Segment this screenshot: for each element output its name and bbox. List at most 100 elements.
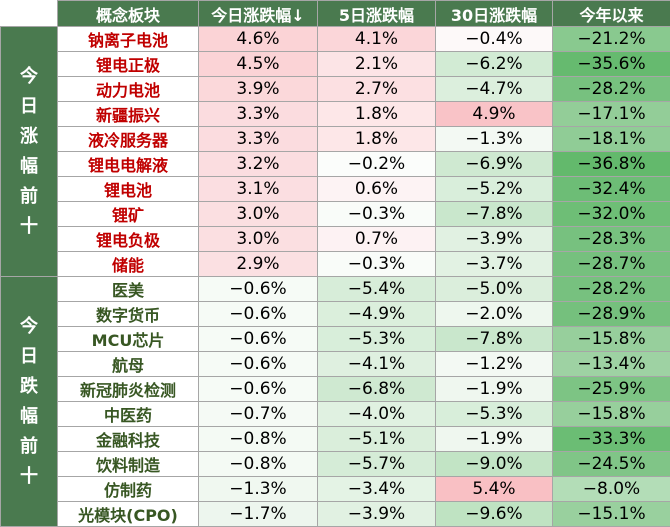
ytd-change-cell: −28.3% bbox=[552, 226, 670, 252]
30day-change-cell: −1.3% bbox=[435, 126, 553, 152]
sector-name: 锂电正极 bbox=[57, 51, 199, 77]
header-5day-change[interactable]: 5日涨跌幅 bbox=[317, 0, 436, 27]
header-today-change[interactable]: 今日涨跌幅↓ bbox=[198, 0, 318, 27]
ytd-change-cell: −15.8% bbox=[552, 326, 670, 352]
header-ytd-change[interactable]: 今年以来 bbox=[552, 0, 670, 27]
5day-change-cell: −0.3% bbox=[317, 201, 436, 227]
table-row: MCU芯片 −0.6% −5.3% −7.8% −15.8% bbox=[1, 326, 670, 352]
5day-change-cell: −4.0% bbox=[317, 401, 436, 427]
30day-change-cell: −5.3% bbox=[435, 401, 553, 427]
5day-change-cell: 1.8% bbox=[317, 126, 436, 152]
30day-change-cell: −5.2% bbox=[435, 176, 553, 202]
today-change-cell: 3.0% bbox=[198, 226, 318, 252]
30day-change-cell: −9.6% bbox=[435, 501, 553, 527]
sector-name: MCU芯片 bbox=[57, 326, 199, 352]
30day-change-cell: −1.9% bbox=[435, 376, 553, 402]
today-change-cell: 3.3% bbox=[198, 126, 318, 152]
30day-change-cell: 5.4% bbox=[435, 476, 553, 502]
sector-name: 锂矿 bbox=[57, 201, 199, 227]
30day-change-cell: −1.2% bbox=[435, 351, 553, 377]
sector-name: 新疆振兴 bbox=[57, 101, 199, 127]
today-change-cell: 4.5% bbox=[198, 51, 318, 77]
group-label-text: 今日涨幅前十 bbox=[20, 65, 38, 237]
table-row: 锂电正极 4.5% 2.1% −6.2% −35.6% bbox=[1, 51, 670, 77]
table-row: 航母 −0.6% −4.1% −1.2% −13.4% bbox=[1, 351, 670, 377]
group-label-top-gainers: 今日涨幅前十 bbox=[0, 26, 58, 277]
table-row: 中医药 −0.7% −4.0% −5.3% −15.8% bbox=[1, 401, 670, 427]
today-change-cell: −0.6% bbox=[198, 351, 318, 377]
today-change-cell: 3.0% bbox=[198, 201, 318, 227]
ytd-change-cell: −15.8% bbox=[552, 401, 670, 427]
today-change-cell: −1.7% bbox=[198, 501, 318, 527]
table-row: 动力电池 3.9% 2.7% −4.7% −28.2% bbox=[1, 76, 670, 102]
5day-change-cell: 0.6% bbox=[317, 176, 436, 202]
30day-change-cell: −7.8% bbox=[435, 326, 553, 352]
today-change-cell: −0.6% bbox=[198, 376, 318, 402]
today-change-cell: 3.9% bbox=[198, 76, 318, 102]
5day-change-cell: 2.1% bbox=[317, 51, 436, 77]
today-change-cell: −0.8% bbox=[198, 451, 318, 477]
sector-name: 钠离子电池 bbox=[57, 26, 199, 52]
sector-name: 中医药 bbox=[57, 401, 199, 427]
table-row: 锂电池 3.1% 0.6% −5.2% −32.4% bbox=[1, 176, 670, 202]
5day-change-cell: −0.3% bbox=[317, 251, 436, 277]
sector-name: 金融科技 bbox=[57, 426, 199, 452]
header-30day-change[interactable]: 30日涨跌幅 bbox=[435, 0, 553, 27]
ytd-change-cell: −24.5% bbox=[552, 451, 670, 477]
sector-name: 锂电池 bbox=[57, 176, 199, 202]
ytd-change-cell: −28.2% bbox=[552, 276, 670, 302]
5day-change-cell: −3.9% bbox=[317, 501, 436, 527]
today-change-cell: 4.6% bbox=[198, 26, 318, 52]
header-sector[interactable]: 概念板块 bbox=[57, 0, 199, 27]
table-row: 金融科技 −0.8% −5.1% −1.9% −33.3% bbox=[1, 426, 670, 452]
ytd-change-cell: −18.1% bbox=[552, 126, 670, 152]
5day-change-cell: −4.9% bbox=[317, 301, 436, 327]
ytd-change-cell: −35.6% bbox=[552, 51, 670, 77]
today-change-cell: 3.3% bbox=[198, 101, 318, 127]
30day-change-cell: −6.9% bbox=[435, 151, 553, 177]
header-corner bbox=[0, 0, 58, 27]
5day-change-cell: 2.7% bbox=[317, 76, 436, 102]
30day-change-cell: −9.0% bbox=[435, 451, 553, 477]
table-row: 今日涨幅前十 钠离子电池 4.6% 4.1% −0.4% −21.2% bbox=[0, 26, 670, 277]
ytd-change-cell: −36.8% bbox=[552, 151, 670, 177]
today-change-cell: 2.9% bbox=[198, 251, 318, 277]
ytd-change-cell: −15.1% bbox=[552, 501, 670, 527]
table-row: 仿制药 −1.3% −3.4% 5.4% −8.0% bbox=[1, 476, 670, 502]
sector-name: 新冠肺炎检测 bbox=[57, 376, 199, 402]
5day-change-cell: −5.7% bbox=[317, 451, 436, 477]
30day-change-cell: −3.7% bbox=[435, 251, 553, 277]
5day-change-cell: −4.1% bbox=[317, 351, 436, 377]
5day-change-cell: −3.4% bbox=[317, 476, 436, 502]
table-row: 光模块(CPO) −1.7% −3.9% −9.6% −15.1% bbox=[1, 501, 670, 527]
table-row: 新疆振兴 3.3% 1.8% 4.9% −17.1% bbox=[1, 101, 670, 127]
table-row: 液冷服务器 3.3% 1.8% −1.3% −18.1% bbox=[1, 126, 670, 152]
30day-change-cell: −4.7% bbox=[435, 76, 553, 102]
ytd-change-cell: −13.4% bbox=[552, 351, 670, 377]
5day-change-cell: 0.7% bbox=[317, 226, 436, 252]
ytd-change-cell: −8.0% bbox=[552, 476, 670, 502]
header-row: 概念板块 今日涨跌幅↓ 5日涨跌幅 30日涨跌幅 今年以来 bbox=[0, 0, 670, 27]
ytd-change-cell: −28.2% bbox=[552, 76, 670, 102]
30day-change-cell: −6.2% bbox=[435, 51, 553, 77]
sector-name: 医美 bbox=[57, 276, 199, 302]
ytd-change-cell: −28.9% bbox=[552, 301, 670, 327]
5day-change-cell: −5.1% bbox=[317, 426, 436, 452]
group-label-text: 今日跌幅前十 bbox=[20, 315, 38, 487]
sector-name: 数字货币 bbox=[57, 301, 199, 327]
table-row: 锂电负极 3.0% 0.7% −3.9% −28.3% bbox=[1, 226, 670, 252]
sector-name: 液冷服务器 bbox=[57, 126, 199, 152]
today-change-cell: −0.6% bbox=[198, 326, 318, 352]
sector-name: 饮料制造 bbox=[57, 451, 199, 477]
today-change-cell: −0.8% bbox=[198, 426, 318, 452]
ytd-change-cell: −32.4% bbox=[552, 176, 670, 202]
30day-change-cell: −3.9% bbox=[435, 226, 553, 252]
ytd-change-cell: −32.0% bbox=[552, 201, 670, 227]
table-row: 储能 2.9% −0.3% −3.7% −28.7% bbox=[1, 251, 670, 277]
table-row: 今日跌幅前十医美 −0.6% −5.4% −5.0% −28.2% bbox=[0, 276, 670, 527]
sector-name: 动力电池 bbox=[57, 76, 199, 102]
30day-change-cell: −1.9% bbox=[435, 426, 553, 452]
5day-change-cell: −5.3% bbox=[317, 326, 436, 352]
today-change-cell: −0.6% bbox=[198, 276, 318, 302]
